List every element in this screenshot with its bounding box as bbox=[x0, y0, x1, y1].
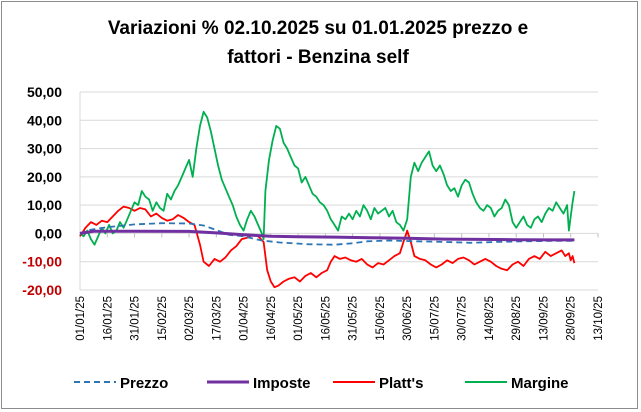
x-tick-label: 15/06/25 bbox=[375, 296, 387, 341]
chart-title-line1: Variazioni % 02.10.2025 su 01.01.2025 pr… bbox=[108, 18, 528, 39]
x-tick-label: 28/09/25 bbox=[566, 296, 578, 341]
y-tick-label: -20,00 bbox=[22, 282, 62, 298]
x-tick-label: 01/01/25 bbox=[75, 296, 87, 341]
y-tick-label: 40,00 bbox=[27, 112, 62, 128]
x-tick-label: 14/08/25 bbox=[484, 296, 496, 341]
x-tick-label: 13/09/25 bbox=[538, 296, 550, 341]
x-tick-label: 16/05/25 bbox=[320, 296, 332, 341]
y-axis-ticks: 50,00 40,00 30,00 20,00 10,00 0,00 -10,00 -20,0… bbox=[22, 84, 62, 298]
x-tick-label: 31/01/25 bbox=[130, 296, 142, 341]
x-tick-label: 29/08/25 bbox=[511, 296, 523, 341]
x-tick-label: 17/03/25 bbox=[211, 296, 223, 341]
series-line-prezzo bbox=[79, 222, 575, 246]
y-tick-label: 30,00 bbox=[27, 141, 62, 157]
y-tick-label: 0,00 bbox=[35, 225, 62, 241]
x-tick-label: 15/02/25 bbox=[157, 296, 169, 341]
series-line-margine bbox=[79, 110, 576, 246]
gridlines bbox=[79, 91, 598, 291]
y-tick-label: 10,00 bbox=[27, 197, 62, 213]
x-tick-label: 02/03/25 bbox=[184, 296, 196, 341]
x-tick-label: 15/07/25 bbox=[429, 296, 441, 341]
legend-label-margine: Margine bbox=[511, 375, 569, 392]
legend-label-prezzo: Prezzo bbox=[120, 375, 168, 392]
series-line-imposte bbox=[79, 229, 575, 242]
legend: Prezzo Imposte Platt's Margine bbox=[74, 375, 569, 392]
x-tick-label: 13/10/25 bbox=[593, 296, 605, 341]
x-tick-label: 01/04/25 bbox=[239, 296, 251, 341]
x-tick-label: 16/04/25 bbox=[266, 296, 278, 341]
x-tick-label: 01/05/25 bbox=[293, 296, 305, 341]
legend-label-platts: Platt's bbox=[379, 375, 423, 392]
chart-title-line2: fattori - Benzina self bbox=[227, 47, 409, 68]
x-tick-label: 30/06/25 bbox=[402, 296, 414, 341]
x-tick-label: 30/07/25 bbox=[457, 296, 469, 341]
series-lines bbox=[79, 110, 576, 289]
legend-label-imposte: Imposte bbox=[253, 375, 311, 392]
x-tick-label: 31/05/25 bbox=[348, 296, 360, 341]
y-tick-label: 50,00 bbox=[27, 84, 62, 100]
series-line-platts bbox=[79, 205, 576, 289]
x-axis-ticks: 01/01/25 16/01/25 31/01/25 15/02/25 02/03/25… bbox=[75, 233, 605, 341]
y-tick-label: 20,00 bbox=[27, 169, 62, 185]
x-tick-label: 16/01/25 bbox=[102, 296, 114, 341]
y-tick-label: -10,00 bbox=[22, 254, 62, 270]
